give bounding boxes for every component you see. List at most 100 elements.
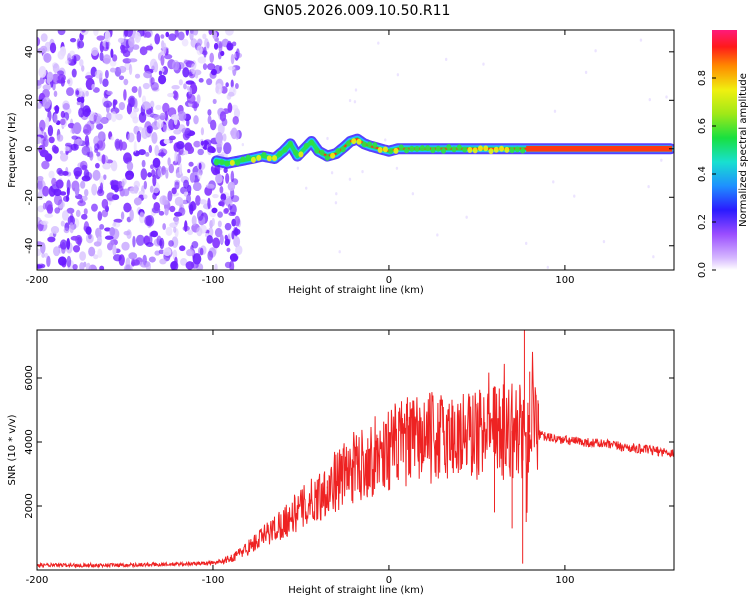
faint-speckle xyxy=(348,177,352,181)
spectrogram-y-ticks: -40 -20 0 20 40 xyxy=(24,45,674,254)
noise-speckle xyxy=(123,89,127,101)
noise-speckle xyxy=(152,157,161,169)
noise-speckle xyxy=(37,80,42,86)
noise-speckle xyxy=(138,111,147,123)
track-blob xyxy=(398,144,404,151)
noise-speckle xyxy=(133,150,140,157)
track-blob xyxy=(414,145,420,152)
noise-speckle xyxy=(93,114,97,122)
noise-speckle xyxy=(115,140,121,151)
noise-speckle xyxy=(214,263,218,270)
faint-speckle xyxy=(384,138,387,142)
noise-speckle xyxy=(232,253,238,261)
spectrogram-x-tick-label: -100 xyxy=(202,275,225,286)
noise-speckle xyxy=(102,162,112,170)
track-blob xyxy=(446,144,452,151)
track-blob xyxy=(488,148,494,155)
noise-speckle xyxy=(224,222,232,231)
noise-speckle xyxy=(59,118,66,126)
noise-speckle xyxy=(173,91,179,101)
noise-speckle xyxy=(57,30,66,36)
noise-speckle xyxy=(131,259,140,266)
noise-speckle xyxy=(196,227,203,237)
noise-speckle xyxy=(136,130,142,143)
noise-speckle xyxy=(229,130,235,136)
noise-speckle xyxy=(164,110,169,121)
noise-speckle xyxy=(171,84,180,90)
noise-speckle xyxy=(43,52,52,63)
track-blob xyxy=(293,149,299,156)
track-blob xyxy=(477,145,483,152)
noise-speckle xyxy=(195,73,199,79)
noise-speckle xyxy=(41,252,46,258)
noise-speckle xyxy=(104,69,109,79)
noise-speckle xyxy=(201,50,208,56)
noise-speckle xyxy=(120,211,125,220)
noise-speckle xyxy=(121,180,125,188)
noise-speckle xyxy=(85,262,91,270)
spectrogram-y-tick-label: 20 xyxy=(24,94,35,107)
noise-speckle xyxy=(91,83,96,90)
track-blob xyxy=(235,159,241,166)
colorbar-tick-label: 0.0 xyxy=(697,262,708,278)
noise-speckle xyxy=(167,190,173,202)
noise-speckle xyxy=(150,82,159,91)
noise-speckle xyxy=(45,116,50,128)
noise-speckle xyxy=(159,258,167,265)
faint-speckle xyxy=(334,201,338,205)
noise-speckle xyxy=(60,220,65,227)
noise-speckle xyxy=(125,30,133,38)
noise-speckle xyxy=(233,108,241,119)
track-blob xyxy=(372,141,378,148)
noise-speckle xyxy=(227,181,236,191)
noise-speckle xyxy=(174,151,178,163)
noise-speckle xyxy=(171,59,180,71)
noise-speckle xyxy=(211,217,215,227)
faint-speckle xyxy=(232,89,236,93)
noise-speckle xyxy=(156,119,164,129)
noise-speckle xyxy=(81,145,91,156)
noise-speckle xyxy=(173,226,177,233)
track-blob xyxy=(367,141,373,148)
noise-speckle xyxy=(215,132,224,144)
noise-speckle xyxy=(69,50,75,56)
noise-speckle xyxy=(197,56,207,64)
noise-speckle xyxy=(93,30,99,36)
noise-speckle xyxy=(73,166,83,177)
noise-speckle xyxy=(235,82,239,89)
noise-speckle xyxy=(212,237,221,249)
spectrogram-frame xyxy=(36,29,675,271)
noise-speckle xyxy=(164,208,169,216)
noise-speckle xyxy=(187,229,193,236)
faint-speckle xyxy=(647,185,650,189)
spectrogram-y-tick-label: 0 xyxy=(24,146,35,152)
faint-speckle xyxy=(524,241,528,245)
noise-speckle xyxy=(85,90,89,97)
faint-speckle xyxy=(396,73,400,77)
noise-speckle xyxy=(234,215,241,227)
track-blob xyxy=(504,146,510,153)
noise-speckle xyxy=(81,175,91,182)
noise-speckle xyxy=(64,146,70,152)
faint-speckle xyxy=(338,250,341,254)
noise-speckle xyxy=(206,41,210,49)
noise-speckle xyxy=(133,141,137,153)
noise-speckle xyxy=(96,151,101,157)
noise-speckle xyxy=(138,149,146,156)
noise-speckle xyxy=(229,203,237,215)
noise-speckle xyxy=(149,58,158,70)
track-blob xyxy=(404,147,410,154)
faint-speckle xyxy=(584,70,588,74)
snr-x-ticks: -200 -100 0 100 xyxy=(26,330,574,586)
noise-speckle xyxy=(188,161,194,167)
noise-speckle xyxy=(207,250,214,261)
noise-speckle xyxy=(177,31,185,41)
noise-speckle xyxy=(234,130,240,140)
noise-speckle xyxy=(95,227,102,238)
noise-speckle xyxy=(180,258,188,266)
noise-speckle xyxy=(129,209,134,221)
noise-speckle xyxy=(82,105,91,117)
noise-speckle xyxy=(40,33,48,42)
noise-speckle xyxy=(127,132,135,143)
noise-speckle xyxy=(175,172,184,179)
